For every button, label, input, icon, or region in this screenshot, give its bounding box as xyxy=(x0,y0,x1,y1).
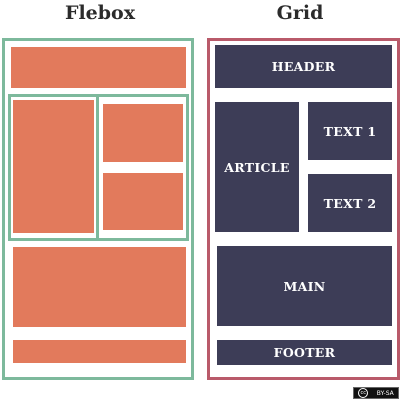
flexbox-title: Flebox xyxy=(64,2,136,24)
cc-license-badge: cc BY-SA xyxy=(353,387,399,399)
flexbox-frame xyxy=(2,38,194,380)
flexbox-nested-divider xyxy=(96,94,99,239)
grid-text-2: TEXT 2 xyxy=(308,174,392,232)
cc-license-label: BY-SA xyxy=(376,389,394,397)
flexbox-nested-container xyxy=(8,94,189,241)
flexbox-right-bottom-block xyxy=(103,173,183,230)
grid-article: ARTICLE xyxy=(215,102,299,232)
grid-header: HEADER xyxy=(215,45,392,88)
grid-title: Grid xyxy=(276,2,324,24)
flexbox-main-block xyxy=(13,247,186,327)
flexbox-header-block xyxy=(11,47,186,88)
flexbox-right-top-block xyxy=(103,104,183,162)
flexbox-left-block xyxy=(13,100,94,233)
grid-footer: FOOTER xyxy=(217,340,392,365)
grid-main: MAIN xyxy=(217,246,392,326)
grid-frame: HEADER ARTICLE TEXT 1 TEXT 2 MAIN FOOTER xyxy=(207,38,400,380)
grid-text-1: TEXT 1 xyxy=(308,102,392,160)
flexbox-footer-block xyxy=(13,340,186,363)
cc-icon: cc xyxy=(358,388,369,398)
